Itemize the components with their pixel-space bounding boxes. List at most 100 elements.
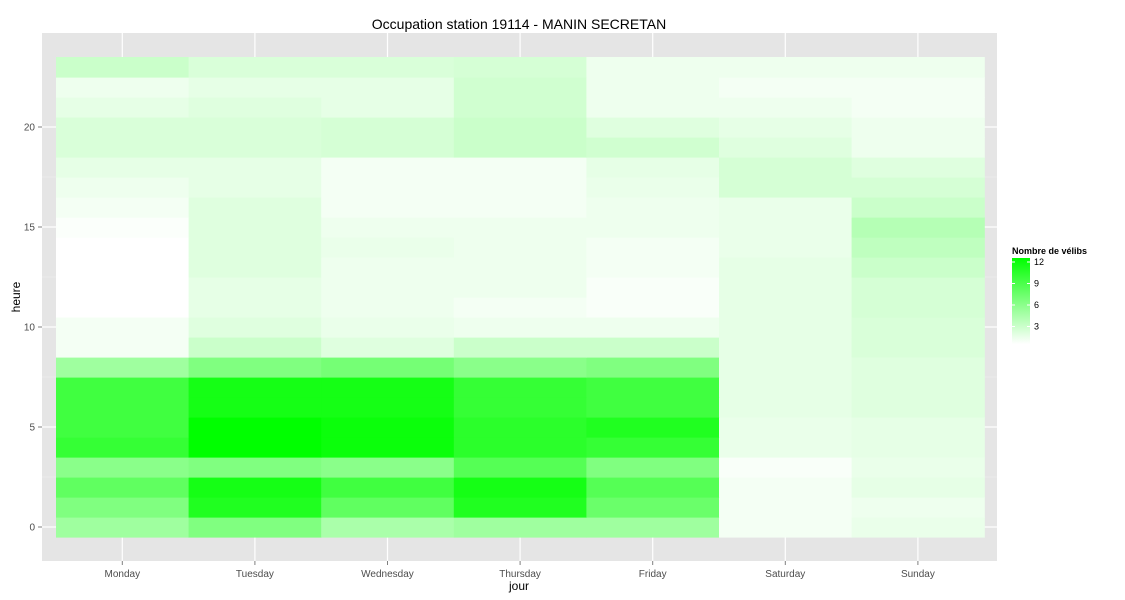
heatmap-cell (586, 477, 720, 498)
heatmap-cell (188, 97, 322, 118)
heatmap-cell (56, 257, 190, 278)
heatmap-cell (719, 237, 853, 258)
heatmap-cell (719, 337, 853, 358)
heatmap-cell (719, 177, 853, 198)
heatmap-cell (56, 457, 190, 478)
legend-tick-label: 6 (1034, 300, 1039, 310)
heatmap-cell (56, 417, 190, 438)
heatmap-cell (321, 137, 455, 158)
heatmap-cell (586, 57, 720, 78)
heatmap-cell (851, 377, 985, 398)
heatmap-cell (56, 397, 190, 418)
heatmap-cell (453, 257, 587, 278)
x-tick-label: Sunday (901, 569, 935, 580)
heatmap-cell (586, 297, 720, 318)
heatmap-cell (188, 377, 322, 398)
heatmap-cell (851, 457, 985, 478)
heatmap-cell (586, 397, 720, 418)
legend-tick-label: 12 (1034, 257, 1044, 267)
x-tick-label: Thursday (499, 569, 541, 580)
heatmap-cell (188, 277, 322, 298)
heatmap-cell (188, 217, 322, 238)
x-tick-label: Saturday (765, 569, 805, 580)
heatmap-cell (453, 297, 587, 318)
heatmap-cell (56, 117, 190, 138)
heatmap-cell (188, 337, 322, 358)
heatmap-cell (719, 377, 853, 398)
heatmap-cell (453, 357, 587, 378)
heatmap-cell (453, 117, 587, 138)
heatmap-cell (56, 337, 190, 358)
heatmap-cell (586, 257, 720, 278)
heatmap-cell (453, 217, 587, 238)
heatmap-cell (586, 417, 720, 438)
y-tick-label: 15 (24, 223, 36, 234)
heatmap-cell (321, 317, 455, 338)
heatmap-cell (586, 177, 720, 198)
heatmap-cell (851, 97, 985, 118)
heatmap-cell (586, 317, 720, 338)
heatmap-cell (56, 297, 190, 318)
heatmap-cell (586, 97, 720, 118)
heatmap-cell (719, 277, 853, 298)
heatmap-cell (56, 317, 190, 338)
heatmap-cell (719, 317, 853, 338)
heatmap-cell (586, 517, 720, 538)
heatmap-cell (321, 337, 455, 358)
heatmap-cell (719, 417, 853, 438)
x-tick-label: Monday (105, 569, 141, 580)
heatmap-cell (188, 477, 322, 498)
heatmap-cell (719, 437, 853, 458)
heatmap-cell (188, 77, 322, 98)
heatmap-cell (586, 77, 720, 98)
heatmap-cell (188, 237, 322, 258)
heatmap-cell (453, 237, 587, 258)
legend-title: Nombre de vélibs (1012, 246, 1087, 256)
heatmap-cell (56, 437, 190, 458)
heatmap-cell (453, 317, 587, 338)
heatmap-cell (453, 197, 587, 218)
heatmap-cell (56, 177, 190, 198)
heatmap-cell (321, 357, 455, 378)
heatmap-cell (188, 317, 322, 338)
heatmap-cell (586, 437, 720, 458)
heatmap-cell (586, 157, 720, 178)
heatmap-cell (188, 417, 322, 438)
color-legend: Nombre de vélibs 3 6 9 12 (1012, 246, 1087, 344)
heatmap-cell (851, 257, 985, 278)
heatmap-cell (719, 197, 853, 218)
heatmap-cell (719, 297, 853, 318)
heatmap-cell (719, 117, 853, 138)
heatmap-cell (719, 257, 853, 278)
heatmap-cell (586, 217, 720, 238)
heatmap-cell (56, 197, 190, 218)
heatmap-cell (453, 437, 587, 458)
heatmap-cell (851, 57, 985, 78)
heatmap-cell (719, 157, 853, 178)
heatmap-cell (453, 177, 587, 198)
heatmap-cell (321, 377, 455, 398)
heatmap-cell (851, 417, 985, 438)
heatmap-cell (851, 277, 985, 298)
heatmap-cell (453, 137, 587, 158)
legend-tick-label: 9 (1034, 279, 1039, 289)
heatmap-cell (719, 457, 853, 478)
heatmap-cell (453, 97, 587, 118)
heatmap-cell (188, 297, 322, 318)
heatmap-cell (188, 137, 322, 158)
heatmap-cell (851, 397, 985, 418)
heatmap-cell (851, 237, 985, 258)
heatmap-cell (719, 477, 853, 498)
heatmap-cell (56, 357, 190, 378)
heatmap-cell (188, 57, 322, 78)
heatmap-cell (56, 277, 190, 298)
chart-title: Occupation station 19114 - MANIN SECRETA… (372, 16, 666, 32)
heatmap-cell (321, 297, 455, 318)
heatmap-cell (321, 237, 455, 258)
heatmap-cell (56, 97, 190, 118)
heatmap-cell (321, 277, 455, 298)
heatmap-cell (851, 217, 985, 238)
x-tick-label: Friday (639, 569, 667, 580)
heatmap-cell (56, 57, 190, 78)
